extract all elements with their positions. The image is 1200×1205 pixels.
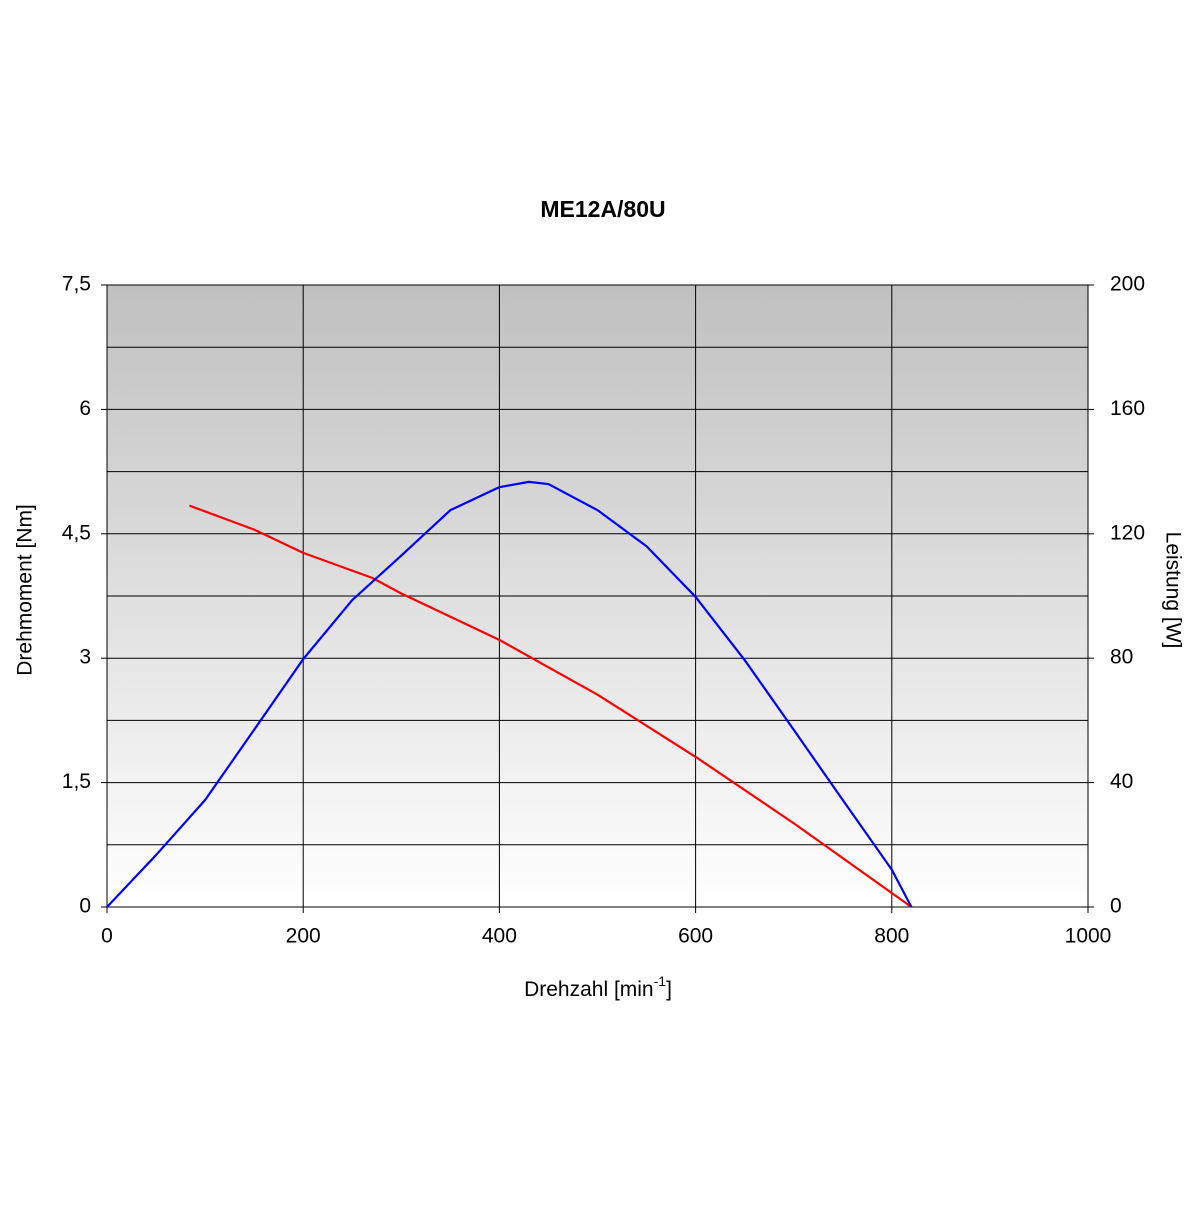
x-label-suffix: ]: [666, 978, 672, 1001]
y-tick-label: 1,5: [62, 770, 91, 793]
x-tick-label: 400: [482, 925, 517, 948]
x-tick-label: 0: [101, 925, 113, 948]
y2-tick-label: 120: [1110, 521, 1145, 544]
y2-tick-label: 40: [1110, 770, 1133, 793]
y2-tick-label: 0: [1110, 895, 1122, 918]
series-line: [189, 504, 913, 908]
y-axis-label: Drehmoment [Nm]: [14, 504, 37, 676]
y-tick-label: 3: [79, 646, 91, 669]
y2-axis-label: Leistung [W]: [1161, 532, 1184, 649]
y-tick-label: 6: [79, 397, 91, 420]
y-tick-label: 7,5: [62, 273, 91, 296]
y2-tick-label: 200: [1110, 273, 1145, 296]
x-label-text: Drehzahl [min: [524, 978, 654, 1001]
x-tick-label: 600: [678, 925, 713, 948]
x-axis-label: Drehzahl [min-1]: [524, 973, 672, 1001]
y-tick-label: 0: [79, 895, 91, 918]
x-label-superscript: -1: [654, 973, 667, 989]
chart-title: ME12A/80U: [540, 196, 665, 222]
x-tick-label: 200: [286, 925, 321, 948]
y2-tick-label: 160: [1110, 397, 1145, 420]
y-tick-label: 4,5: [62, 521, 91, 544]
y2-tick-label: 80: [1110, 646, 1133, 669]
x-tick-label: 1000: [1065, 925, 1112, 948]
x-tick-label: 800: [874, 925, 909, 948]
series-line: [106, 480, 913, 908]
